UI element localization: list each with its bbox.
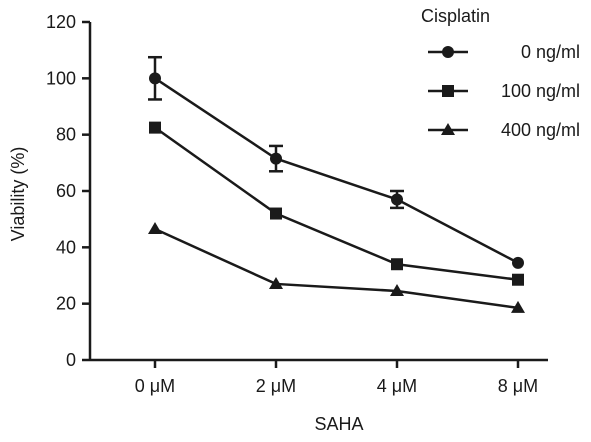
legend-marker	[442, 85, 454, 97]
series-line	[154, 227, 519, 310]
y-ticks: 0 20 40 60 80 100 120	[46, 12, 90, 370]
series-line	[154, 77, 519, 264]
y-tick-label: 0	[66, 350, 76, 370]
data-point	[149, 121, 161, 134]
y-tick-label: 100	[46, 68, 76, 88]
y-tick-label: 80	[56, 125, 76, 145]
y-axis-label: Viability (%)	[8, 147, 28, 242]
data-point	[149, 72, 161, 85]
legend-marker	[442, 46, 454, 58]
series-line	[154, 126, 519, 281]
y-tick-label: 120	[46, 12, 76, 32]
legend: Cisplatin 0 ng/ml 100 ng/ml 400 ng/ml	[421, 6, 580, 140]
x-tick-label: 0 μM	[135, 376, 175, 396]
data-point	[148, 222, 162, 235]
series-square	[149, 121, 524, 286]
data-point	[391, 193, 403, 206]
legend-marker	[441, 123, 455, 135]
series-triangle	[148, 222, 525, 313]
legend-label: 100 ng/ml	[501, 81, 580, 101]
x-tick-label: 4 μM	[377, 376, 417, 396]
data-point	[270, 207, 282, 220]
x-tick-label: 8 μM	[498, 376, 538, 396]
x-tick-label: 2 μM	[256, 376, 296, 396]
data-point	[512, 256, 524, 269]
data-point	[390, 283, 404, 296]
data-point	[270, 152, 282, 165]
series-layer	[148, 55, 525, 313]
y-tick-label: 40	[56, 237, 76, 257]
y-tick-label: 20	[56, 294, 76, 314]
data-point	[391, 258, 403, 271]
x-ticks: 0 μM 2 μM 4 μM 8 μM	[135, 360, 538, 396]
legend-entry: 0 ng/ml	[428, 42, 580, 62]
data-point	[511, 300, 525, 313]
legend-entry: 100 ng/ml	[428, 81, 580, 101]
series-circle	[148, 55, 524, 269]
legend-label: 0 ng/ml	[521, 42, 580, 62]
legend-entry: 400 ng/ml	[428, 120, 580, 140]
legend-title: Cisplatin	[421, 6, 490, 26]
data-point	[512, 273, 524, 286]
axes	[88, 22, 548, 362]
x-axis-label: SAHA	[314, 414, 363, 434]
data-point	[269, 276, 283, 289]
y-tick-label: 60	[56, 181, 76, 201]
legend-label: 400 ng/ml	[501, 120, 580, 140]
